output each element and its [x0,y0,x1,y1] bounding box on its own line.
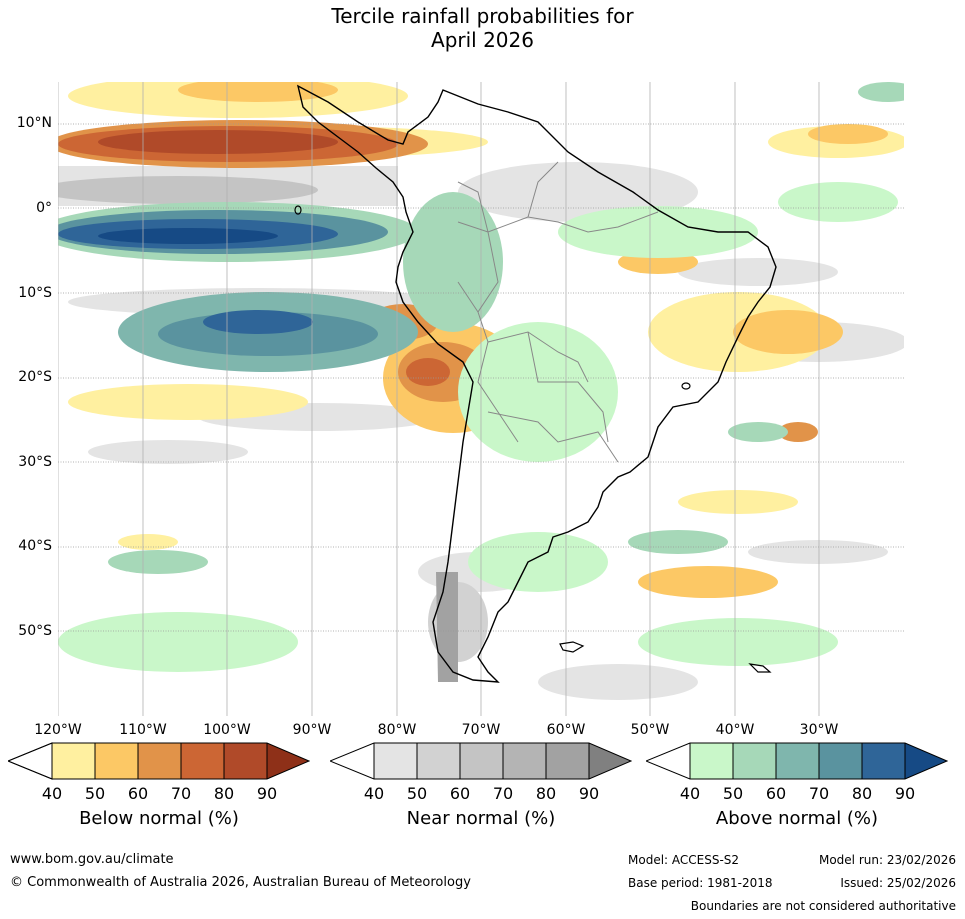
lon-label-70w: 70°W [461,722,501,738]
below-swatch-90 [267,743,309,779]
below-swatch-60 [138,743,181,779]
lat-label-40s: 40°S [18,538,52,554]
lat-label-30s: 30°S [18,454,52,470]
website-link[interactable]: www.bom.gov.au/climate [10,852,174,867]
above-tick-70: 70 [808,784,830,803]
country-borders [457,161,659,463]
above-swatch-90 [905,743,947,779]
lon-label-100w: 100°W [203,722,251,738]
lon-label-120w: 120°W [34,722,82,738]
near-tick-80: 80 [535,784,557,803]
near-swatch-60 [460,743,503,779]
copyright-text: © Commonwealth of Australia 2026, Austra… [10,875,471,890]
lat-label-20s: 20°S [18,369,52,385]
lon-label-40w: 40°W [715,722,755,738]
near-normal-colorbar [330,742,632,780]
map-title: Tercile rainfall probabilities for April… [0,4,965,52]
model-name: Model: ACCESS-S2 [628,853,740,867]
below-normal-title: Below normal (%) [79,808,239,829]
below-tick-70: 70 [170,784,192,803]
near-swatch-80 [546,743,589,779]
model-run-date: Model run: 23/02/2026 [818,853,956,867]
below-swatch-80 [224,743,267,779]
near-tick-50: 50 [406,784,428,803]
base-period: Base period: 1981-2018 [628,876,773,890]
above-swatch-40 [690,743,733,779]
above-swatch-80 [862,743,905,779]
below-swatch-50 [95,743,138,779]
above-tick-80: 80 [851,784,873,803]
lat-label-10s: 10°S [18,285,52,301]
near-normal-title: Near normal (%) [406,808,556,829]
near-swatch-70 [503,743,546,779]
above-swatch-50 [733,743,776,779]
above-tick-40: 40 [679,784,701,803]
below-tick-60: 60 [127,784,149,803]
lat-label-50s: 50°S [18,623,52,639]
above-tick-50: 50 [722,784,744,803]
below-normal-colorbar [8,742,310,780]
lon-label-30w: 30°W [799,722,839,738]
above-tick-90: 90 [894,784,916,803]
above-tick-60: 60 [765,784,787,803]
below-swatch-70 [181,743,224,779]
lon-label-50w: 50°W [630,722,670,738]
below-tick-90: 90 [256,784,278,803]
near-tick-90: 90 [578,784,600,803]
lon-label-80w: 80°W [377,722,417,738]
boundaries-disclaimer: Boundaries are not considered authoritat… [690,899,956,913]
above-swatch-70 [819,743,862,779]
above-normal-colorbar [646,742,948,780]
below-tick-40: 40 [41,784,63,803]
near-swatch-50 [417,743,460,779]
below-swatch-40 [52,743,95,779]
below-tick-50: 50 [84,784,106,803]
near-tick-70: 70 [492,784,514,803]
above-normal-title: Above normal (%) [715,808,879,829]
lat-label-0: 0° [36,200,52,216]
south-america-coastline [296,84,777,683]
issued-date: Issued: 25/02/2026 [840,876,956,890]
lon-label-110w: 110°W [119,722,167,738]
below-tick-80: 80 [213,784,235,803]
title-line-2: April 2026 [431,28,534,52]
title-line-1: Tercile rainfall probabilities for [331,4,634,28]
lon-label-90w: 90°W [292,722,332,738]
near-swatch-90 [589,743,631,779]
lat-label-10n: 10°N [16,115,52,131]
near-swatch-40 [374,743,417,779]
near-tick-60: 60 [449,784,471,803]
near-tick-40: 40 [363,784,385,803]
rainfall-probability-map [58,82,904,716]
above-swatch-60 [776,743,819,779]
lon-label-60w: 60°W [546,722,586,738]
near-normal-regions [58,162,904,700]
